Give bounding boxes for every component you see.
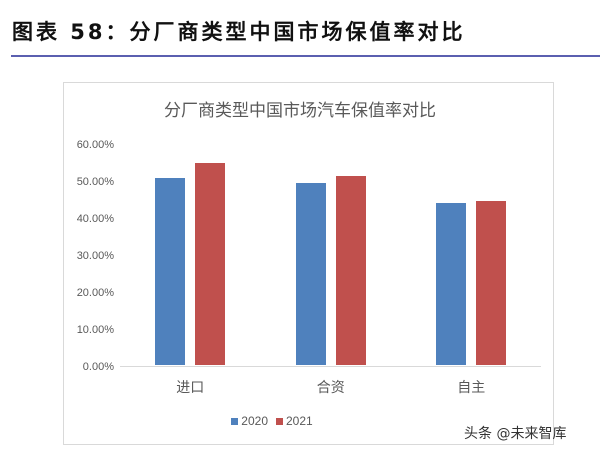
y-tick-label: 10.00% [76,324,114,336]
y-tick-label: 0.00% [82,361,114,373]
x-tick-label: 合资 [316,380,345,396]
legend-swatch-2021 [276,417,283,425]
chart-title: 分厂商类型中国市场汽车保值率对比 [164,101,436,121]
legend-label-2021: 2021 [286,414,313,428]
legend-item-2021: 2021 [276,414,313,428]
y-tick-label: 40.00% [76,213,114,225]
bar-自主-2020 [435,202,468,366]
title-rule [11,55,600,57]
bar-合资-2020 [294,182,327,366]
x-axis-baseline [120,366,541,367]
x-tick-label: 自主 [457,380,486,396]
legend-swatch-2020 [231,417,239,425]
bar-合资-2021 [334,175,367,366]
figure-title: 图表 58：分厂商类型中国市场保值率对比 [12,20,466,44]
y-tick-label: 60.00% [76,139,114,151]
legend: 2020 2021 [0,414,600,428]
x-tick-label: 进口 [176,380,205,396]
bar-进口-2021 [194,162,227,366]
bar-进口-2020 [154,176,187,366]
y-tick-label: 50.00% [76,176,114,188]
legend-item-2020: 2020 [231,414,268,428]
legend-label-2020: 2020 [241,414,268,428]
bar-自主-2021 [475,199,508,366]
y-tick-label: 30.00% [76,250,114,262]
watermark: 头条 @未来智库 [464,426,567,442]
y-tick-label: 20.00% [76,287,114,299]
